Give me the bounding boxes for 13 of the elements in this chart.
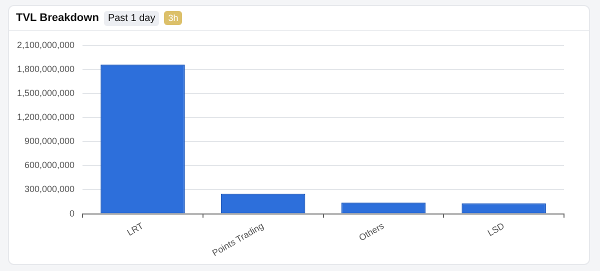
y-tick-label: 600,000,000	[24, 160, 75, 170]
chart-title: TVL Breakdown	[16, 12, 99, 24]
y-tick-label: 900,000,000	[24, 136, 75, 146]
y-tick-label: 1,800,000,000	[16, 64, 75, 74]
text: 3h	[164, 11, 182, 25]
y-tick-label: 300,000,000	[24, 184, 75, 194]
chart-subtitle: Past 1 day	[104, 10, 160, 26]
y-tick-label: 2,100,000,000	[16, 40, 75, 50]
x-tick-label: LSD	[486, 220, 506, 238]
y-tick-label: 0	[70, 208, 75, 218]
x-tick-label: LRT	[125, 220, 146, 238]
y-tick-label: 1,200,000,000	[16, 112, 75, 122]
y-tick-label: 1,500,000,000	[16, 88, 75, 98]
